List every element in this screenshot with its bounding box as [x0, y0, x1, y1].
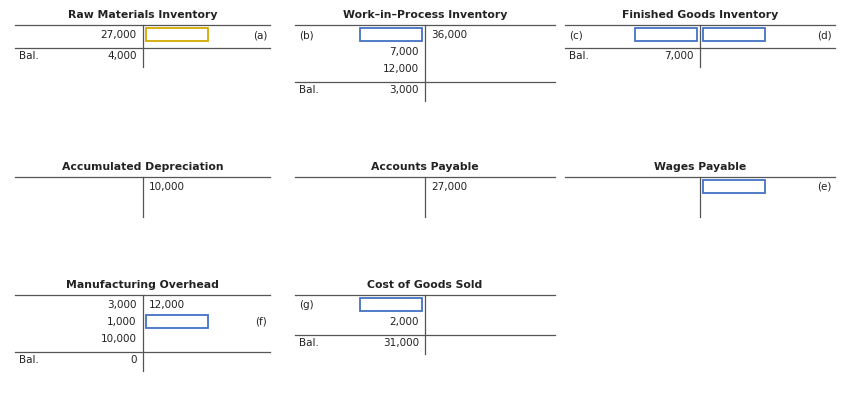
Text: (g): (g) — [299, 299, 314, 309]
Text: (d): (d) — [818, 30, 832, 40]
Text: Wages Payable: Wages Payable — [654, 162, 746, 172]
Text: Manufacturing Overhead: Manufacturing Overhead — [66, 279, 219, 289]
Text: Raw Materials Inventory: Raw Materials Inventory — [68, 10, 217, 20]
Text: 0: 0 — [130, 354, 137, 364]
Text: 12,000: 12,000 — [383, 64, 419, 74]
Text: 7,000: 7,000 — [389, 47, 419, 57]
Text: (b): (b) — [299, 30, 314, 40]
Text: Finished Goods Inventory: Finished Goods Inventory — [622, 10, 778, 20]
Text: 36,000: 36,000 — [431, 30, 467, 40]
Text: 27,000: 27,000 — [101, 30, 137, 40]
Text: 10,000: 10,000 — [101, 333, 137, 343]
Text: 27,000: 27,000 — [431, 182, 467, 191]
Text: 4,000: 4,000 — [107, 51, 137, 61]
Bar — [635, 29, 697, 42]
Bar — [145, 29, 208, 42]
Bar — [145, 315, 208, 328]
Bar — [360, 29, 422, 42]
Text: Work–in–Process Inventory: Work–in–Process Inventory — [343, 10, 507, 20]
Text: 12,000: 12,000 — [149, 299, 185, 309]
Text: (a): (a) — [253, 30, 267, 40]
Text: Bal.: Bal. — [299, 337, 319, 347]
Bar — [703, 29, 765, 42]
Text: (c): (c) — [569, 30, 582, 40]
Text: (e): (e) — [818, 182, 832, 191]
Text: Accounts Payable: Accounts Payable — [371, 162, 478, 172]
Text: (f): (f) — [255, 316, 267, 326]
Bar — [360, 298, 422, 311]
Text: 1,000: 1,000 — [107, 316, 137, 326]
Text: 7,000: 7,000 — [665, 51, 694, 61]
Text: 31,000: 31,000 — [383, 337, 419, 347]
Bar — [703, 180, 765, 193]
Text: 3,000: 3,000 — [107, 299, 137, 309]
Text: Bal.: Bal. — [569, 51, 589, 61]
Text: Bal.: Bal. — [19, 51, 39, 61]
Text: Bal.: Bal. — [19, 354, 39, 364]
Text: 3,000: 3,000 — [389, 85, 419, 95]
Text: 10,000: 10,000 — [149, 182, 185, 191]
Text: Bal.: Bal. — [299, 85, 319, 95]
Text: 2,000: 2,000 — [389, 316, 419, 326]
Text: Accumulated Depreciation: Accumulated Depreciation — [62, 162, 223, 172]
Text: Cost of Goods Sold: Cost of Goods Sold — [368, 279, 483, 289]
